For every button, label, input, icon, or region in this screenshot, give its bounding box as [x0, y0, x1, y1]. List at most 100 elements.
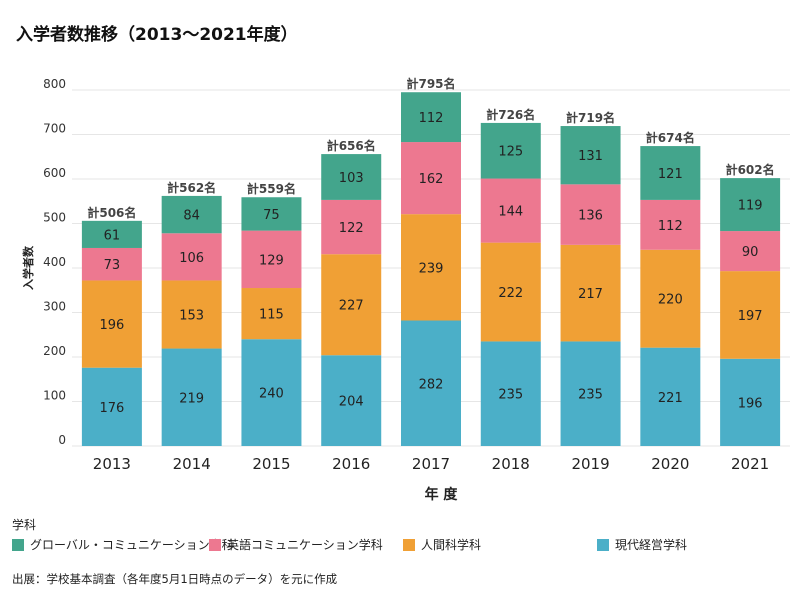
data-label: 204: [339, 395, 364, 410]
data-label: 239: [419, 261, 444, 276]
total-label: 計559名: [247, 181, 296, 196]
bar-segment: [720, 231, 781, 272]
legend-label: 現代経営学科: [615, 538, 688, 552]
bar-segment: [401, 92, 461, 143]
bar-segment: [640, 249, 701, 348]
x-tick-label: 2021: [731, 455, 769, 473]
y-axis-label: 入学者数: [21, 245, 35, 290]
x-tick-label: 2015: [252, 455, 290, 473]
data-label: 235: [498, 388, 523, 403]
total-label: 計674名: [646, 130, 695, 145]
data-label: 112: [419, 111, 444, 126]
chart-title: 入学者数推移（2013〜2021年度）: [16, 25, 298, 45]
legend-item-english[interactable]: 英語コミュニケーション学科: [209, 536, 383, 553]
data-label: 73: [104, 258, 121, 273]
data-label: 103: [339, 171, 364, 186]
bar-segment: [81, 367, 142, 446]
y-tick-label: 600: [43, 166, 66, 180]
total-label: 計795名: [406, 76, 455, 91]
data-label: 61: [104, 228, 121, 243]
legend-swatch: [597, 538, 609, 551]
x-tick-label: 2020: [651, 455, 689, 473]
data-label: 106: [179, 251, 204, 266]
total-label: 計562名: [167, 180, 216, 195]
y-tick-label: 100: [43, 389, 66, 403]
bar-segment: [720, 178, 781, 232]
bar-segment: [401, 320, 461, 446]
data-label: 196: [99, 318, 124, 333]
data-label: 112: [658, 219, 683, 234]
data-label: 125: [498, 145, 523, 160]
bar-segment: [480, 341, 541, 446]
bar-segment: [81, 247, 142, 281]
data-label: 75: [263, 208, 280, 223]
legend-label: グローバル・コミュニケーション学科: [30, 538, 234, 552]
bar-segment: [241, 288, 302, 340]
total-label: 計506名: [87, 205, 136, 220]
data-label: 221: [658, 391, 683, 406]
legend-label: 英語コミュニケーション学科: [227, 538, 383, 552]
bar-segment: [161, 195, 222, 234]
bar-segment: [321, 154, 382, 200]
data-label: 176: [99, 401, 124, 416]
bar-segment: [401, 142, 461, 215]
data-label: 136: [578, 209, 603, 224]
x-tick-label: 2013: [93, 455, 131, 473]
bar-segment: [321, 199, 382, 255]
data-label: 282: [419, 377, 444, 392]
y-tick-label: 300: [43, 300, 66, 314]
data-label: 115: [259, 308, 284, 323]
data-label: 119: [738, 199, 763, 214]
bar-segment: [161, 348, 222, 446]
data-label: 162: [419, 172, 444, 187]
data-label: 129: [259, 253, 284, 268]
data-label: 219: [179, 391, 204, 406]
data-label: 121: [658, 167, 683, 182]
data-label: 240: [259, 387, 284, 402]
bar-segment: [81, 220, 142, 248]
data-label: 90: [742, 245, 759, 260]
bar-segment: [321, 355, 382, 446]
y-tick-label: 500: [43, 211, 66, 225]
legend-item-global[interactable]: グローバル・コミュニケーション学科: [12, 536, 234, 553]
data-label: 222: [498, 286, 523, 301]
data-label: 197: [738, 309, 763, 324]
x-tick-label: 2016: [332, 455, 370, 473]
legend-title: 学科: [12, 518, 37, 532]
bar-segment: [161, 280, 222, 349]
legend-swatch: [209, 538, 221, 551]
legend-item-human[interactable]: 人間科学科: [403, 536, 481, 553]
bar-segment: [560, 341, 621, 446]
x-tick-label: 2019: [571, 455, 609, 473]
bar-segment: [480, 122, 541, 179]
bar-segment: [560, 184, 621, 245]
data-label: 227: [339, 299, 364, 314]
total-label: 計726名: [486, 107, 535, 122]
bar-segment: [81, 280, 142, 368]
legend-swatch: [403, 538, 415, 551]
data-label: 84: [183, 209, 200, 224]
legend-item-management[interactable]: 現代経営学科: [597, 536, 687, 553]
bar-segment: [640, 347, 701, 446]
bar-segment: [401, 214, 461, 321]
bar-segment: [560, 244, 621, 342]
bar-segment: [480, 242, 541, 342]
x-tick-label: 2014: [173, 455, 211, 473]
data-label: 144: [498, 205, 523, 220]
total-label: 計719名: [566, 110, 615, 125]
y-tick-label: 700: [43, 122, 66, 136]
data-label: 131: [578, 149, 603, 164]
data-label: 220: [658, 293, 683, 308]
x-axis-label: 年 度: [425, 486, 459, 503]
total-label: 計602名: [726, 162, 775, 177]
x-tick-label: 2018: [492, 455, 530, 473]
bar-segment: [560, 126, 621, 185]
bar-segment: [241, 230, 302, 289]
data-label: 153: [179, 309, 204, 324]
bar-segment: [241, 197, 302, 231]
x-tick-label: 2017: [412, 455, 450, 473]
source-note: 出展：学校基本調査（各年度5月1日時点のデータ）を元に作成: [12, 572, 338, 586]
stacked-bar-chart: 0 100 200 300 400 500 600 700 800 入学者数 176 196 73 61 計…: [21, 76, 790, 503]
y-tick-label: 400: [43, 255, 66, 269]
bar-segment: [241, 339, 302, 446]
